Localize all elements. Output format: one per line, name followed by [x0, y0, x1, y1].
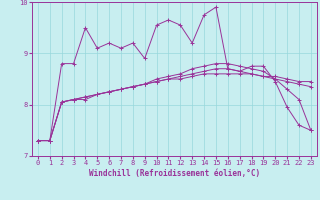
X-axis label: Windchill (Refroidissement éolien,°C): Windchill (Refroidissement éolien,°C)	[89, 169, 260, 178]
